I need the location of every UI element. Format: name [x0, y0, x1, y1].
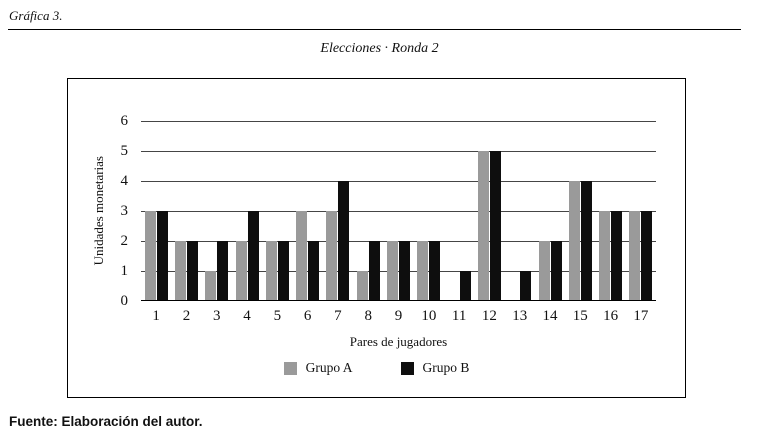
gridline — [141, 121, 656, 122]
x-tick-label: 6 — [303, 308, 312, 324]
x-axis-labels: 1 2 3 4 5 6 7 8 9 10 11 12 13 14 15 16 17 — [141, 301, 656, 325]
bar-grupo-a — [205, 271, 217, 301]
legend-item: Grupo B — [400, 360, 470, 376]
gridline — [141, 211, 656, 212]
bar-grupo-b — [247, 211, 259, 301]
y-tick-label: 4 — [120, 173, 129, 189]
y-tick-label: 2 — [120, 233, 129, 249]
x-tick-label: 7 — [334, 308, 342, 324]
bar-grupo-b — [429, 241, 441, 301]
bar-group — [626, 211, 656, 301]
bar-group — [292, 211, 322, 301]
gridline — [141, 271, 656, 272]
bar-group — [262, 241, 292, 301]
bar-grupo-a — [568, 181, 580, 301]
y-tick-label: 6 — [120, 113, 129, 129]
gridline — [141, 241, 656, 242]
bar-grupo-b — [186, 241, 198, 301]
bar-grupo-b — [489, 151, 501, 301]
legend-swatch — [283, 361, 297, 375]
x-axis-title: Pares de jugadores — [349, 334, 448, 349]
bar-groups — [141, 121, 656, 301]
bar-grupo-b — [277, 241, 289, 301]
x-tick-label: 14 — [542, 308, 558, 324]
x-tick-label: 12 — [481, 308, 497, 324]
bar-grupo-a — [296, 211, 308, 301]
bar-grupo-b — [550, 241, 562, 301]
x-tick-label: 4 — [243, 308, 251, 324]
bar-grupo-a — [174, 241, 186, 301]
bar-grupo-a — [538, 241, 550, 301]
x-tick-label: 5 — [273, 308, 282, 324]
bar-grupo-a — [477, 151, 489, 301]
bar-group — [505, 271, 535, 301]
bar-group — [353, 241, 383, 301]
legend-label: Grupo A — [305, 360, 353, 375]
bar-group — [414, 241, 444, 301]
bar-grupo-b — [368, 241, 380, 301]
x-tick-label: 13 — [512, 308, 528, 324]
x-tick-label: 8 — [364, 308, 372, 324]
y-tick-label: 5 — [120, 143, 129, 159]
x-tick-label: 3 — [212, 308, 221, 324]
x-tick-label: 11 — [451, 308, 467, 324]
bar-grupo-b — [217, 241, 229, 301]
source-note: Fuente: Elaboración del autor. — [9, 414, 203, 429]
legend-item: Grupo A — [283, 360, 353, 376]
bar-group — [595, 211, 625, 301]
bar-group — [474, 151, 504, 301]
bar-group — [444, 271, 474, 301]
divider-rule — [8, 29, 741, 30]
chart-title: Elecciones · Ronda 2 — [320, 41, 439, 56]
y-tick-label: 0 — [120, 293, 129, 309]
bar-grupo-a — [599, 211, 611, 301]
x-tick-label: 15 — [572, 308, 588, 324]
bar-grupo-a — [144, 211, 156, 301]
legend-swatch — [400, 361, 414, 375]
bar-grupo-a — [326, 211, 338, 301]
bar-grupo-b — [156, 211, 168, 301]
x-tick-label: 10 — [421, 308, 437, 324]
bar-grupo-b — [338, 181, 350, 301]
bar-group — [202, 241, 232, 301]
legend-label: Grupo B — [422, 360, 470, 375]
bar-grupo-b — [641, 211, 653, 301]
bar-group — [232, 211, 262, 301]
figure-label: Gráfica 3. — [9, 8, 63, 23]
bar-group — [383, 241, 413, 301]
bar-group — [171, 241, 201, 301]
bar-grupo-a — [629, 211, 641, 301]
x-tick-label: 16 — [603, 308, 619, 324]
bar-grupo-a — [356, 271, 368, 301]
x-tick-label: 1 — [152, 308, 160, 324]
x-tick-label: 2 — [182, 308, 191, 324]
bar-grupo-b — [399, 241, 411, 301]
bar-grupo-b — [459, 271, 471, 301]
bar-group — [565, 181, 595, 301]
bar-grupo-b — [308, 241, 320, 301]
x-tick-label: 9 — [394, 308, 403, 324]
bar-group — [323, 181, 353, 301]
gridlines — [141, 121, 656, 301]
y-tick-label: 1 — [120, 263, 129, 279]
bar-grupo-b — [520, 271, 532, 301]
bar-grupo-a — [387, 241, 399, 301]
x-axis-baseline — [141, 300, 656, 301]
bar-grupo-a — [265, 241, 277, 301]
bar-grupo-a — [235, 241, 247, 301]
bar-grupo-b — [611, 211, 623, 301]
legend: Grupo A Grupo B — [68, 360, 685, 376]
y-axis-labels: 0 1 2 3 4 5 6 — [121, 113, 656, 309]
gridline — [141, 151, 656, 152]
gridline — [141, 181, 656, 182]
bar-grupo-b — [580, 181, 592, 301]
bar-group — [535, 241, 565, 301]
bar-group — [141, 211, 171, 301]
x-tick-label: 17 — [633, 308, 649, 324]
bar-grupo-a — [417, 241, 429, 301]
y-tick-label: 3 — [120, 203, 129, 219]
